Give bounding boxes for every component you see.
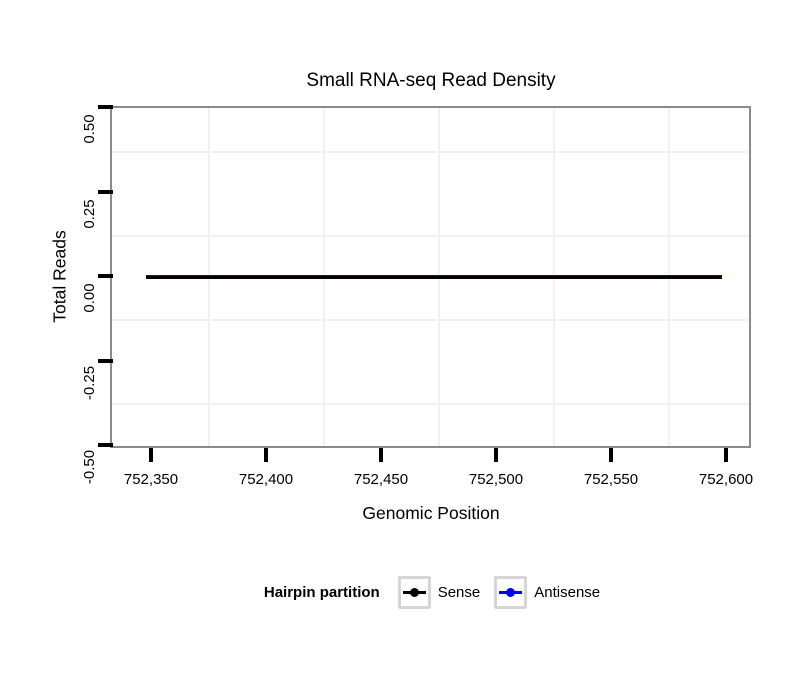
y-tick-mark bbox=[98, 274, 113, 278]
x-tick-label: 752,350 bbox=[123, 471, 179, 488]
legend: Hairpin partition Sense Antisense bbox=[27, 576, 810, 609]
x-tick-mark bbox=[609, 448, 613, 462]
x-tick-mark bbox=[264, 448, 268, 462]
legend-label-sense: Sense bbox=[437, 584, 481, 601]
sense-line bbox=[146, 276, 722, 279]
legend-key-antisense bbox=[494, 576, 528, 609]
y-tick-label: 0.00 bbox=[81, 283, 98, 313]
legend-key-sense bbox=[397, 576, 431, 609]
minor-gridline-h bbox=[112, 403, 749, 405]
y-tick-label: -0.25 bbox=[81, 365, 98, 400]
y-tick-label: -0.50 bbox=[81, 449, 98, 485]
y-tick-mark bbox=[98, 105, 113, 109]
antisense-point-icon bbox=[506, 588, 516, 597]
sense-point-icon bbox=[409, 588, 419, 597]
x-tick-label: 752,550 bbox=[583, 471, 639, 488]
x-tick-label: 752,450 bbox=[353, 471, 409, 488]
x-axis-title: Genomic Position bbox=[362, 503, 500, 523]
y-tick-mark bbox=[98, 358, 113, 363]
y-tick-label: 0.25 bbox=[81, 198, 98, 229]
plot-panel bbox=[110, 106, 751, 448]
chart-title: Small RNA-seq Read Density bbox=[306, 70, 556, 91]
x-tick-mark bbox=[379, 448, 383, 462]
minor-gridline-h bbox=[112, 235, 749, 237]
x-tick-label: 752,500 bbox=[468, 471, 524, 488]
minor-gridline-h bbox=[112, 151, 749, 153]
y-tick-mark bbox=[98, 443, 113, 447]
x-tick-label: 752,400 bbox=[238, 471, 294, 488]
y-tick-mark bbox=[98, 189, 113, 194]
x-tick-label: 752,600 bbox=[698, 471, 754, 488]
x-tick-mark bbox=[724, 448, 728, 462]
x-tick-mark bbox=[149, 448, 153, 462]
legend-title: Hairpin partition bbox=[263, 584, 380, 601]
minor-gridline-h bbox=[112, 319, 749, 321]
y-axis-title: Total Reads bbox=[49, 230, 70, 323]
y-tick-label: 0.50 bbox=[81, 114, 98, 144]
legend-label-antisense: Antisense bbox=[534, 584, 601, 601]
x-tick-mark bbox=[494, 448, 498, 462]
